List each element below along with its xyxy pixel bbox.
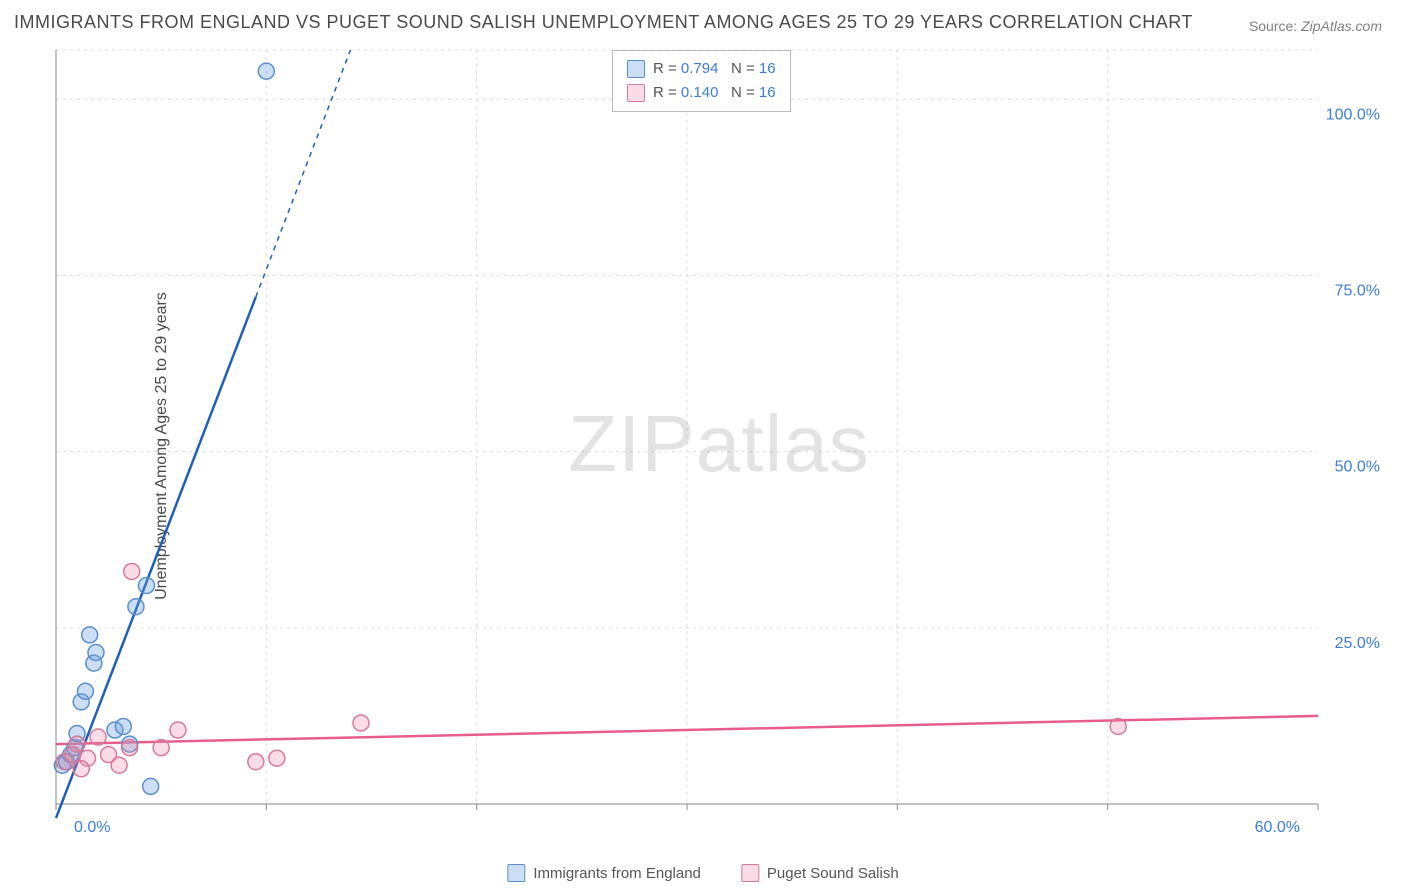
legend-swatch-1	[507, 864, 525, 882]
legend-item-series-2: Puget Sound Salish	[741, 864, 899, 882]
legend-item-series-1: Immigrants from England	[507, 864, 701, 882]
correlation-text: R = 0.140 N = 16	[653, 81, 776, 105]
chart-title: IMMIGRANTS FROM ENGLAND VS PUGET SOUND S…	[14, 12, 1193, 33]
legend-swatch	[627, 60, 645, 78]
legend-swatch	[627, 84, 645, 102]
source-value: ZipAtlas.com	[1301, 18, 1382, 34]
svg-text:75.0%: 75.0%	[1335, 282, 1380, 299]
svg-text:100.0%: 100.0%	[1326, 106, 1380, 123]
svg-text:50.0%: 50.0%	[1335, 459, 1380, 476]
legend-swatch-2	[741, 864, 759, 882]
chart-svg: 25.0% 50.0% 75.0% 100.0% 0.0% 60.0%	[50, 44, 1388, 844]
svg-text:0.0%: 0.0%	[74, 819, 110, 836]
x-axis-legend: Immigrants from England Puget Sound Sali…	[507, 864, 898, 882]
correlation-legend: R = 0.794 N = 16R = 0.140 N = 16	[612, 50, 791, 112]
correlation-text: R = 0.794 N = 16	[653, 57, 776, 81]
source-attribution: Source: ZipAtlas.com	[1249, 18, 1382, 34]
correlation-legend-row: R = 0.794 N = 16	[627, 57, 776, 81]
source-label: Source:	[1249, 18, 1297, 34]
svg-text:25.0%: 25.0%	[1335, 635, 1380, 652]
chart-plot-area: 25.0%50.0%75.0%100.0%0.0%60.0% ZIPatlas …	[50, 44, 1388, 844]
legend-label-1: Immigrants from England	[533, 865, 701, 882]
correlation-legend-row: R = 0.140 N = 16	[627, 81, 776, 105]
legend-label-2: Puget Sound Salish	[767, 865, 899, 882]
svg-text:60.0%: 60.0%	[1255, 819, 1300, 836]
